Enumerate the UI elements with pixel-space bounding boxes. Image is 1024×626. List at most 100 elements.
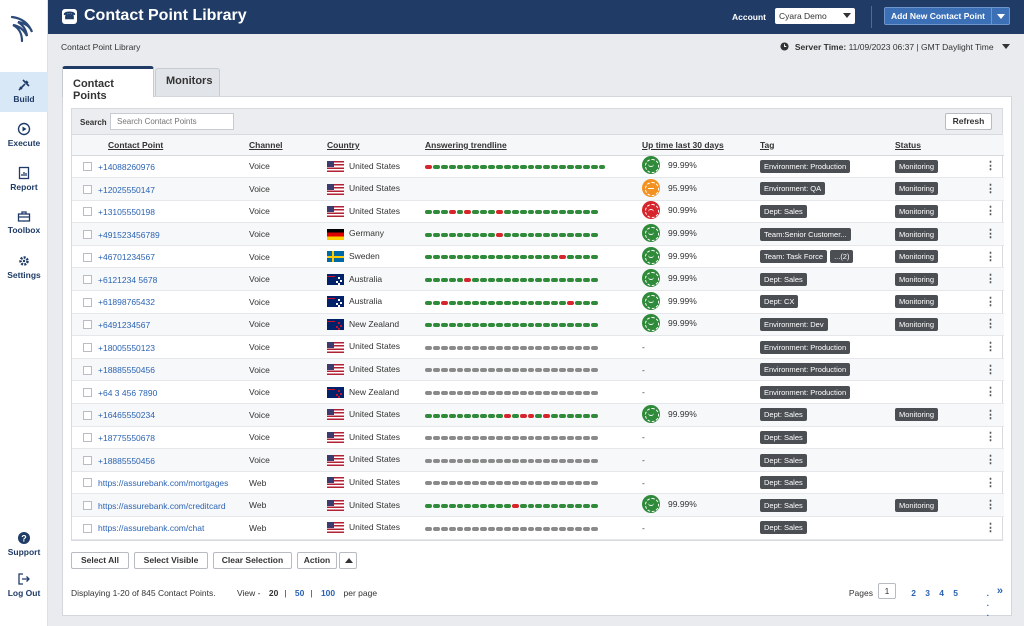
page-link-4[interactable]: 4: [939, 588, 944, 598]
contact-point-link[interactable]: +18775550678: [98, 432, 155, 443]
contact-point-link[interactable]: +18885550456: [98, 455, 155, 466]
row-menu-icon[interactable]: ⋮: [985, 273, 996, 286]
row-checkbox[interactable]: [83, 342, 92, 352]
row-checkbox[interactable]: [83, 275, 92, 285]
tag-badge[interactable]: Environment: Production: [760, 159, 851, 173]
contact-point-link[interactable]: +46701234567: [98, 252, 155, 263]
nav-settings[interactable]: Settings: [0, 248, 48, 288]
row-menu-icon[interactable]: ⋮: [985, 318, 996, 331]
account-select[interactable]: Cyara Demo: [775, 8, 855, 24]
next-page-icon[interactable]: »: [996, 585, 1003, 597]
row-checkbox[interactable]: [83, 478, 92, 488]
tag-badge[interactable]: Environment: QA: [760, 182, 826, 196]
table-row[interactable]: https://assurebank.com/mortgages Web Unite…: [72, 471, 1004, 495]
row-menu-icon[interactable]: ⋮: [985, 363, 996, 376]
contact-point-link[interactable]: +61898765432: [98, 297, 155, 308]
row-menu-icon[interactable]: ⋮: [985, 205, 996, 218]
page-size-100[interactable]: 100: [320, 588, 336, 598]
contact-point-link[interactable]: https://assurebank.com/mortgages: [98, 477, 229, 488]
contact-point-link[interactable]: +491523456789: [98, 229, 160, 240]
tag-badge[interactable]: ...(2): [830, 250, 854, 264]
row-checkbox[interactable]: [83, 229, 92, 239]
row-menu-icon[interactable]: ⋮: [985, 476, 996, 489]
nav-execute[interactable]: Execute: [0, 116, 48, 156]
row-checkbox[interactable]: [83, 388, 92, 398]
clear-selection-button[interactable]: Clear Selection: [213, 552, 292, 569]
col-tag[interactable]: Tag: [754, 135, 889, 156]
row-checkbox[interactable]: [83, 433, 92, 443]
tag-badge[interactable]: Team: Task Force: [760, 250, 828, 264]
server-time-chevron-icon[interactable]: [1002, 44, 1010, 49]
tag-badge[interactable]: Team:Senior Customer...: [760, 227, 851, 241]
row-menu-icon[interactable]: ⋮: [985, 408, 996, 421]
contact-point-link[interactable]: +13105550198: [98, 206, 155, 217]
contact-point-link[interactable]: +12025550147: [98, 184, 155, 195]
tab-monitors[interactable]: Monitors: [155, 68, 220, 96]
contact-point-link[interactable]: https://assurebank.com/creditcard: [98, 500, 226, 511]
tag-badge[interactable]: Environment: Production: [760, 340, 851, 354]
table-row[interactable]: +18885550456 Voice United States - Dept: Sal…: [72, 448, 1004, 472]
row-menu-icon[interactable]: ⋮: [985, 431, 996, 444]
tag-badge[interactable]: Dept: Sales: [760, 204, 807, 218]
add-dropdown-chevron-icon[interactable]: [991, 8, 1009, 24]
table-row[interactable]: +46701234567 Voice Sweden 99.99% Team: Task …: [72, 245, 1004, 269]
col-channel[interactable]: Channel: [243, 135, 321, 156]
contact-point-link[interactable]: +6491234567: [98, 319, 151, 330]
row-checkbox[interactable]: [83, 184, 92, 194]
col-status[interactable]: Status: [889, 135, 979, 156]
row-checkbox[interactable]: [83, 297, 92, 307]
page-link-2[interactable]: 2: [911, 588, 916, 598]
tag-badge[interactable]: Dept: Sales: [760, 408, 807, 422]
tag-badge[interactable]: Environment: Dev: [760, 317, 828, 331]
nav-logout[interactable]: Log Out: [0, 566, 48, 606]
table-row[interactable]: +64 3 456 7890 Voice New Zealand - Environme…: [72, 380, 1004, 405]
row-checkbox[interactable]: [83, 410, 92, 420]
tab-contact-points[interactable]: Contact Points: [62, 66, 154, 102]
tag-badge[interactable]: Dept: Sales: [760, 272, 807, 286]
row-menu-icon[interactable]: ⋮: [985, 499, 996, 512]
tag-badge[interactable]: Dept: Sales: [760, 521, 807, 535]
table-row[interactable]: +18775550678 Voice United States - Dept: Sal…: [72, 426, 1004, 450]
row-menu-icon[interactable]: ⋮: [985, 341, 996, 354]
nav-build[interactable]: Build: [0, 72, 48, 112]
contact-point-link[interactable]: +64 3 456 7890: [98, 387, 158, 398]
table-row[interactable]: +61898765432 Voice Australia 99.99% Dept: CX…: [72, 290, 1004, 314]
row-menu-icon[interactable]: ⋮: [985, 182, 996, 195]
contact-point-link[interactable]: +14088260976: [98, 161, 155, 172]
action-menu-chevron-up-icon[interactable]: [339, 552, 357, 569]
contact-point-link[interactable]: +18005550123: [98, 342, 155, 353]
search-input[interactable]: [110, 113, 234, 130]
table-row[interactable]: https://assurebank.com/chat Web United Sta…: [72, 516, 1004, 540]
row-menu-icon[interactable]: ⋮: [985, 250, 996, 263]
contact-point-link[interactable]: +6121234 5678: [98, 274, 158, 285]
tag-badge[interactable]: Dept: CX: [760, 295, 799, 309]
table-row[interactable]: +14088260976 Voice United States 99.99% Envi…: [72, 155, 1004, 179]
row-menu-icon[interactable]: ⋮: [985, 454, 996, 467]
action-button[interactable]: Action: [297, 552, 337, 569]
contact-point-link[interactable]: +16465550234: [98, 410, 155, 421]
table-row[interactable]: +491523456789 Voice Germany 99.99% Team:Seni…: [72, 222, 1004, 246]
row-menu-icon[interactable]: ⋮: [985, 295, 996, 308]
nav-report[interactable]: Report: [0, 160, 48, 200]
page-link-3[interactable]: 3: [925, 588, 930, 598]
row-checkbox[interactable]: [83, 252, 92, 262]
row-checkbox[interactable]: [83, 207, 92, 217]
row-checkbox[interactable]: [83, 501, 92, 511]
row-checkbox[interactable]: [83, 455, 92, 465]
tag-badge[interactable]: Environment: Production: [760, 363, 851, 377]
nav-support[interactable]: ? Support: [0, 525, 48, 565]
row-checkbox[interactable]: [83, 365, 92, 375]
page-link-5[interactable]: 5: [953, 588, 958, 598]
tag-badge[interactable]: Dept: Sales: [760, 430, 807, 444]
table-row[interactable]: +18885550456 Voice United States - Environme…: [72, 358, 1004, 382]
table-row[interactable]: +18005550123 Voice United States - Environme…: [72, 335, 1004, 359]
col-contact-point[interactable]: Contact Point: [72, 135, 243, 156]
row-checkbox[interactable]: [83, 162, 92, 172]
row-menu-icon[interactable]: ⋮: [985, 160, 996, 173]
row-checkbox[interactable]: [83, 320, 92, 330]
table-row[interactable]: +12025550147 Voice United States 95.99% Envi…: [72, 177, 1004, 201]
col-uptime[interactable]: Up time last 30 days: [636, 135, 754, 156]
tag-badge[interactable]: Dept: Sales: [760, 453, 807, 467]
row-menu-icon[interactable]: ⋮: [985, 521, 996, 534]
tag-badge[interactable]: Dept: Sales: [760, 498, 807, 512]
